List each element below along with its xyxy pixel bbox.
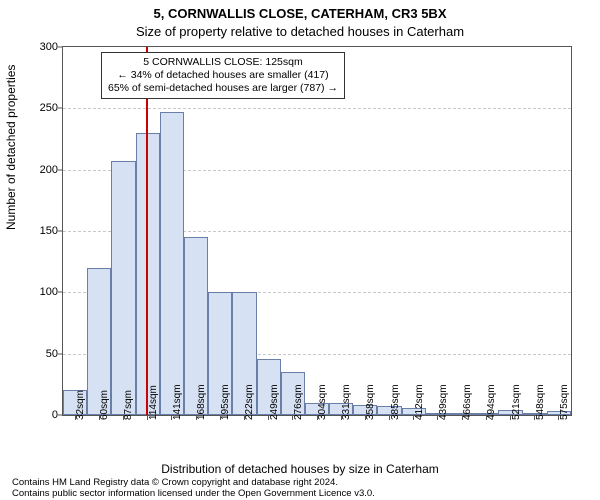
x-tick-label: 168sqm xyxy=(196,418,207,420)
y-tick-mark xyxy=(58,47,62,48)
y-tick-mark xyxy=(58,353,62,354)
annotation-line: 5 CORNWALLIS CLOSE: 125sqm xyxy=(108,56,338,69)
y-tick-mark xyxy=(58,415,62,416)
x-tick-label: 412sqm xyxy=(414,418,425,420)
annotation-line: 65% of semi-detached houses are larger (… xyxy=(108,82,338,95)
x-tick-label: 141sqm xyxy=(172,418,183,420)
x-tick-label: 32sqm xyxy=(75,418,86,420)
x-tick-label: 385sqm xyxy=(390,418,401,420)
x-tick-label: 331sqm xyxy=(341,418,352,420)
x-tick-label: 358sqm xyxy=(365,418,376,420)
y-tick-label: 250 xyxy=(18,102,58,114)
chart-container: 5, CORNWALLIS CLOSE, CATERHAM, CR3 5BX S… xyxy=(0,0,600,500)
x-tick-label: 114sqm xyxy=(148,418,159,420)
chart-title-line2: Size of property relative to detached ho… xyxy=(0,24,600,39)
x-tick-label: 521sqm xyxy=(511,418,522,420)
y-tick-mark xyxy=(58,169,62,170)
chart-title-line1: 5, CORNWALLIS CLOSE, CATERHAM, CR3 5BX xyxy=(0,6,600,21)
x-tick-label: 60sqm xyxy=(99,418,110,420)
x-tick-label: 548sqm xyxy=(535,418,546,420)
x-axis-label: Distribution of detached houses by size … xyxy=(0,462,600,476)
x-tick-label: 222sqm xyxy=(244,418,255,420)
property-marker-line xyxy=(146,47,148,415)
y-tick-label: 0 xyxy=(18,409,58,421)
y-tick-label: 200 xyxy=(18,164,58,176)
attribution-text: Contains HM Land Registry data © Crown c… xyxy=(12,478,588,500)
x-tick-label: 195sqm xyxy=(220,418,231,420)
x-tick-label: 494sqm xyxy=(486,418,497,420)
y-tick-mark xyxy=(58,231,62,232)
x-tick-label: 466sqm xyxy=(462,418,473,420)
x-tick-label: 249sqm xyxy=(269,418,280,420)
histogram-bar xyxy=(160,112,184,415)
x-tick-label: 304sqm xyxy=(317,418,328,420)
x-tick-label: 276sqm xyxy=(293,418,304,420)
x-tick-label: 575sqm xyxy=(559,418,570,420)
attribution-line2: Contains public sector information licen… xyxy=(12,489,588,500)
x-tick-label: 87sqm xyxy=(123,418,134,420)
x-tick-label: 439sqm xyxy=(438,418,449,420)
annotation-line: ← 34% of detached houses are smaller (41… xyxy=(108,69,338,82)
histogram-bar xyxy=(111,161,135,415)
gridline xyxy=(63,108,571,109)
plot-area xyxy=(62,46,572,416)
y-tick-mark xyxy=(58,108,62,109)
y-axis-label: Number of detached properties xyxy=(4,65,18,230)
y-tick-mark xyxy=(58,292,62,293)
annotation-box: 5 CORNWALLIS CLOSE: 125sqm← 34% of detac… xyxy=(101,52,345,99)
y-tick-label: 50 xyxy=(18,348,58,360)
y-tick-label: 100 xyxy=(18,286,58,298)
y-tick-label: 150 xyxy=(18,225,58,237)
y-tick-label: 300 xyxy=(18,41,58,53)
